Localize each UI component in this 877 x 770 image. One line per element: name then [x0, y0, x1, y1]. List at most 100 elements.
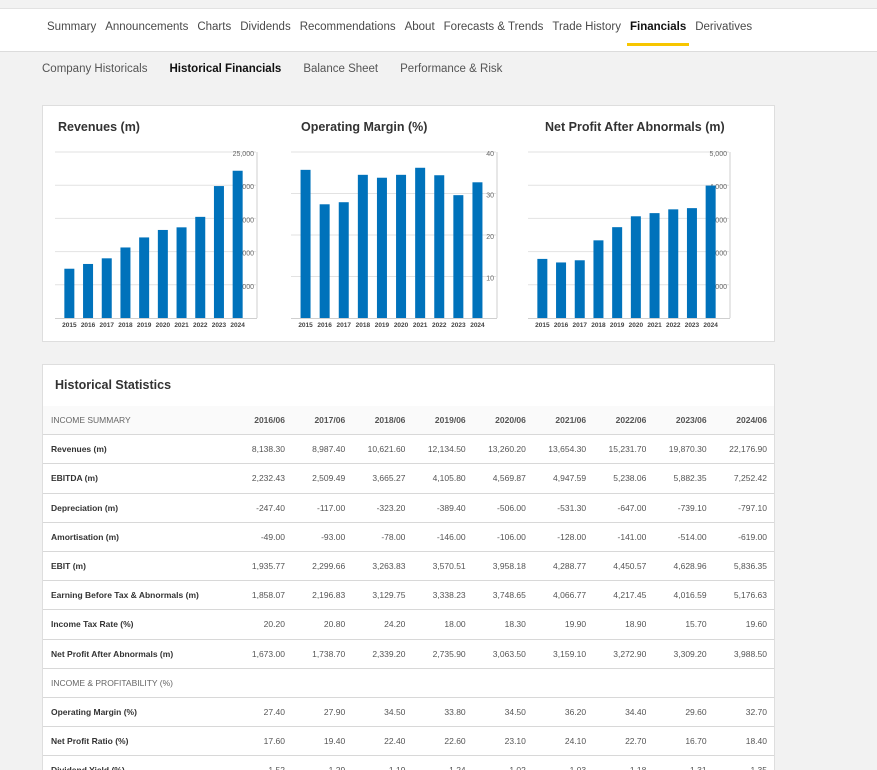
cell-value: 3,748.65 [465, 580, 526, 610]
net-profit-after-abnormals-m-xtick-label: 2024 [703, 322, 718, 329]
header-year: 2019/06 [405, 406, 466, 435]
table-row: Revenues (m) 8,138.30 8,987.40 10,621.60 12,… [43, 434, 774, 464]
net-profit-after-abnormals-m-bar [630, 216, 641, 318]
header-year: 2016/06 [224, 406, 285, 435]
operating-margin-bar [453, 195, 464, 318]
cell-value: 34.50 [465, 696, 526, 727]
net-profit-after-abnormals-m-bar [537, 258, 548, 318]
table-row: Earning Before Tax & Abnormals (m) 1,858.… [43, 580, 774, 610]
tab-dividends[interactable]: Dividends [240, 21, 291, 33]
cell-value: -117.00 [284, 492, 346, 523]
cell-value: 4,569.87 [465, 463, 526, 494]
cell-value: 1.03 [525, 755, 587, 770]
cell-value: 22.70 [586, 726, 647, 756]
operating-margin-xtick-label: 2021 [413, 322, 428, 329]
revenues-m-bar [213, 186, 224, 318]
cell-value: 29.60 [646, 696, 707, 727]
revenues-m-bar [101, 258, 112, 318]
tab-summary[interactable]: Summary [47, 21, 97, 33]
cell-value: -247.40 [224, 492, 285, 523]
cell-value: 3,063.50 [465, 638, 526, 669]
cell-value: 1.24 [405, 755, 466, 770]
table-row: Operating Margin (%) 27.40 27.90 34.50 33.80… [43, 696, 774, 727]
cell-value: 3,129.75 [345, 580, 406, 610]
cell-value: 3,988.50 [706, 638, 774, 669]
cell-value: 2,232.43 [224, 463, 285, 494]
cell-value: 15.70 [646, 609, 707, 639]
cell-value: -797.10 [706, 492, 774, 523]
net-profit-after-abnormals-m-xtick-label: 2017 [573, 322, 588, 329]
tab-announcements[interactable]: Announcements [105, 21, 189, 33]
cell-value: 4,105.80 [405, 463, 466, 494]
operating-margin-xtick-label: 2020 [394, 322, 409, 329]
operating-margin-bar [434, 175, 445, 318]
revenues-m-ytick-label: 5,000 [236, 284, 254, 291]
cell-value: 3,338.23 [405, 580, 466, 610]
row-label: Depreciation (m) [43, 492, 225, 523]
net-profit-after-abnormals-m-bar [593, 240, 604, 318]
tab-forecasts-trends[interactable]: Forecasts & Trends [443, 21, 544, 33]
net-profit-after-abnormals-m-ytick-label: 2,000 [709, 251, 727, 258]
cell-value: -389.40 [405, 492, 466, 523]
cell-value: 1.31 [646, 755, 707, 770]
cell-value: 5,836.35 [706, 550, 774, 581]
tab-trade-history[interactable]: Trade History [552, 21, 621, 33]
revenues-m-ytick-label: 10,000 [233, 251, 255, 258]
cell-value: 4,628.96 [646, 550, 707, 581]
cell-value: 7,252.42 [706, 463, 774, 494]
cell-value: 4,288.77 [525, 550, 587, 581]
cell-value: 13,260.20 [465, 434, 526, 464]
tab-derivatives[interactable]: Derivatives [695, 21, 753, 33]
chart-title-net-profit: Net Profit After Abnormals (m) [545, 120, 725, 134]
net-profit-after-abnormals-m-xtick-label: 2016 [554, 322, 569, 329]
cell-value: -506.00 [465, 492, 526, 523]
section-tab-bar: Summary Announcements Charts Dividends Recom… [0, 8, 877, 52]
chart-title-revenues: Revenues (m) [58, 120, 140, 134]
tab-charts[interactable]: Charts [197, 21, 232, 33]
operating-margin-xtick-label: 2018 [356, 322, 371, 329]
cell-value: 2,735.90 [405, 638, 466, 669]
revenues-m-xtick-label: 2021 [174, 322, 189, 329]
operating-margin-bar [300, 169, 311, 318]
cell-value: 8,987.40 [284, 434, 346, 464]
cell-value: 4,450.57 [586, 550, 647, 581]
row-label: Net Profit Ratio (%) [43, 726, 225, 756]
operating-margin-bar [415, 167, 426, 318]
row-label: Income Tax Rate (%) [43, 609, 225, 639]
cell-value: 1.29 [284, 755, 346, 770]
statistics-table: INCOME SUMMARY 2016/06 2017/06 2018/06 2019/… [43, 406, 774, 770]
cell-value: 32.70 [706, 696, 774, 727]
cell-value: -78.00 [345, 521, 406, 552]
row-label: Revenues (m) [43, 434, 225, 464]
cell-value [586, 667, 647, 698]
net-profit-after-abnormals-m-xtick-label: 2023 [685, 322, 700, 329]
net-profit-after-abnormals-m-xtick-label: 2020 [629, 322, 644, 329]
revenues-m-bar [139, 237, 150, 318]
subtab-historical-financials[interactable]: Historical Financials [169, 63, 282, 75]
net-profit-after-abnormals-m-bar [612, 227, 623, 318]
cell-value: 1.35 [706, 755, 774, 770]
tab-about[interactable]: About [404, 21, 435, 33]
cell-value: 20.80 [284, 609, 346, 639]
cell-value: 19.40 [284, 726, 346, 756]
cell-value [706, 667, 774, 698]
cell-value: 3,272.90 [586, 638, 647, 669]
cell-value: 5,238.06 [586, 463, 647, 494]
subtab-balance-sheet[interactable]: Balance Sheet [303, 63, 379, 75]
net-profit-after-abnormals-m-ytick-label: 4,000 [709, 184, 727, 191]
net-profit-after-abnormals-m-bar [705, 185, 716, 318]
table-row: Income Tax Rate (%) 20.20 20.80 24.20 18.00 1… [43, 609, 774, 639]
subtab-company-historicals[interactable]: Company Historicals [42, 63, 148, 75]
tab-recommendations[interactable]: Recommendations [299, 21, 396, 33]
operating-margin-bar [319, 204, 330, 318]
revenues-m-xtick-label: 2017 [100, 322, 115, 329]
revenues-m-xtick-label: 2015 [62, 322, 77, 329]
section-row: INCOME & PROFITABILITY (%) [43, 667, 774, 698]
subtab-performance-risk[interactable]: Performance & Risk [400, 63, 503, 75]
tab-financials[interactable]: Financials [626, 21, 690, 46]
net-profit-after-abnormals-m-xtick-label: 2022 [666, 322, 681, 329]
cell-value: -128.00 [525, 521, 587, 552]
revenues-m-xtick-label: 2020 [156, 322, 171, 329]
cell-value: 19.90 [525, 609, 587, 639]
row-label: Dividend Yield (%) [43, 755, 225, 770]
